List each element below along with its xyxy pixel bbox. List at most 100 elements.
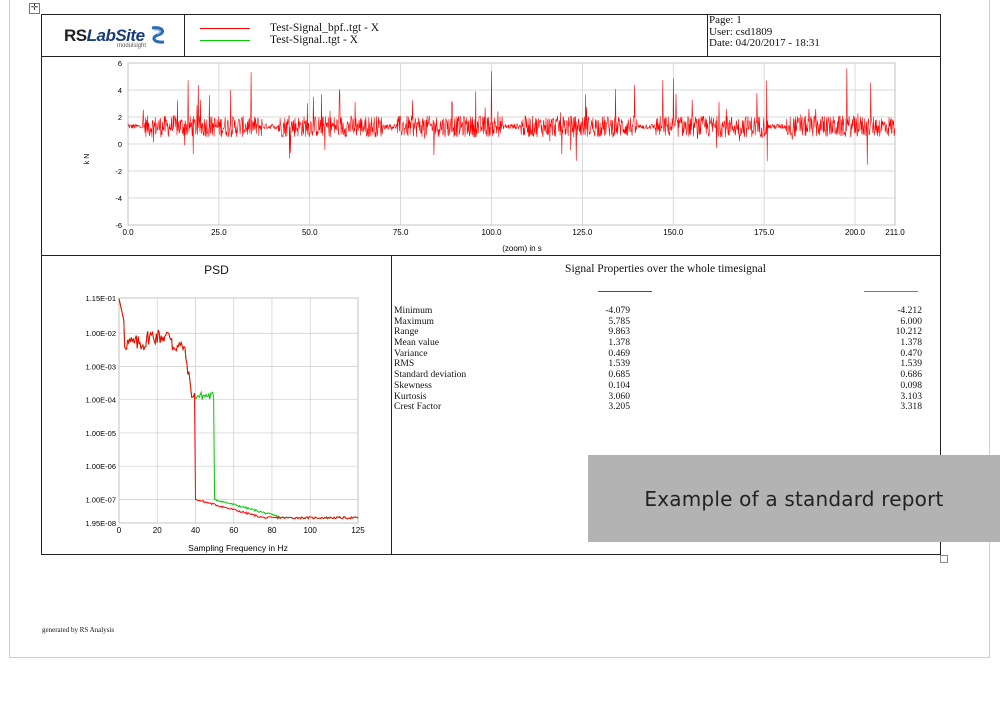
- property-value-green: 1.378: [900, 337, 922, 349]
- properties-legend-red: [598, 291, 652, 292]
- user-name: User: csd1809: [709, 25, 773, 38]
- x-tick-label: 0.0: [122, 228, 134, 237]
- signal-properties-panel: Signal Properties over the whole timesig…: [391, 255, 940, 554]
- property-label: Crest Factor: [394, 401, 442, 413]
- report-frame: RSLabSite modulsight Test-Signal_bpf..tg…: [41, 14, 941, 555]
- property-value-red: 1.539: [608, 358, 630, 370]
- property-value-green: 0.098: [900, 379, 922, 391]
- y-axis-label: k N: [84, 154, 91, 165]
- x-tick-label: 75.0: [393, 228, 409, 237]
- psd-y-tick-label: 1.15E-01: [86, 294, 116, 303]
- meta-cell: Page: 1 User: csd1809 Date: 04/20/2017 -…: [707, 15, 942, 56]
- property-value-green: 0.470: [900, 347, 922, 359]
- property-label: Maximum: [394, 315, 434, 327]
- report-header: RSLabSite modulsight Test-Signal_bpf..tg…: [42, 15, 940, 57]
- property-value-red: 3.205: [608, 401, 630, 413]
- psd-trace-red: [118, 298, 359, 520]
- psd-x-tick-label: 0: [117, 526, 122, 535]
- time-signal-chart: 6 4 2 0 -2 -4 -6 0.0 25.0 50.0 75.0 100.0 125.0 150.…: [42, 56, 940, 256]
- caption-text: Example of a standard report: [644, 486, 944, 511]
- report-page: [9, 0, 990, 658]
- psd-y-tick-label: 1.00E-02: [86, 329, 116, 338]
- properties-table: Minimum -4.079 -4.212 Maximum 5.785 6.000 Rang…: [394, 305, 922, 413]
- y-tick-label: 2: [118, 113, 122, 122]
- property-row: Variance 0.469 0.470: [394, 347, 922, 360]
- psd-y-tick-label: 1.00E-03: [86, 362, 116, 371]
- property-label: Mean value: [394, 337, 440, 349]
- psd-title: PSD: [204, 263, 229, 277]
- page-number: Page: 1: [709, 14, 742, 26]
- move-handle-icon[interactable]: ✛: [29, 3, 40, 14]
- psd-x-tick-label: 20: [153, 526, 162, 535]
- y-tick-label: 6: [118, 59, 122, 68]
- psd-x-tick-label: 80: [268, 526, 277, 535]
- psd-x-tick-label: 100: [304, 526, 318, 535]
- psd-panel: PSD 1.15E-01 1.00E-02 1.00E-03 1.00E-04 1.00…: [42, 255, 392, 554]
- x-tick-label: 50.0: [302, 228, 318, 237]
- resize-handle[interactable]: [940, 555, 948, 563]
- property-value-green: -4.212: [897, 305, 922, 316]
- legend-swatch-green: [200, 39, 250, 41]
- legend-entry-green: Test-Signal..tgt - X: [200, 33, 358, 47]
- x-axis-label: (zoom) in s: [502, 244, 542, 253]
- properties-legend-green: [864, 291, 918, 292]
- y-tick-label: -4: [115, 194, 122, 203]
- property-row: Kurtosis 3.060 3.103: [394, 390, 922, 403]
- property-value-green: 10.212: [895, 326, 922, 338]
- x-tick-label: 211.0: [885, 228, 905, 237]
- x-tick-label: 175.0: [754, 228, 775, 237]
- psd-y-tick-label: 1.00E-06: [86, 462, 116, 471]
- property-row: Minimum -4.079 -4.212: [394, 305, 922, 317]
- y-tick-label: 4: [118, 86, 122, 95]
- logo-subtitle: modulsight: [117, 43, 147, 49]
- property-value-green: 0.686: [900, 369, 922, 381]
- property-value-red: -4.079: [605, 305, 630, 316]
- psd-plot[interactable]: 1.15E-01 1.00E-02 1.00E-03 1.00E-04 1.00E-05…: [42, 255, 391, 554]
- property-value-red: 9.863: [608, 326, 630, 338]
- property-label: Minimum: [394, 305, 433, 316]
- x-tick-label: 200.0: [845, 228, 866, 237]
- logo-rs: RS: [64, 26, 87, 45]
- psd-y-tick-label: 1.00E-04: [86, 396, 116, 405]
- time-signal-plot[interactable]: 6 4 2 0 -2 -4 -6 0.0 25.0 50.0 75.0 100.0 125.0 150.…: [42, 56, 940, 255]
- x-tick-label: 150.0: [663, 228, 684, 237]
- property-value-green: 1.539: [900, 358, 922, 370]
- property-label: Kurtosis: [394, 390, 427, 402]
- report-date: Date: 04/20/2017 - 18:31: [709, 37, 820, 49]
- psd-x-axis-label: Sampling Frequency in Hz: [188, 543, 288, 553]
- property-row: Crest Factor 3.205 3.318: [394, 402, 922, 413]
- legend-label: Test-Signal..tgt - X: [270, 34, 358, 46]
- property-label: Standard deviation: [394, 369, 467, 381]
- y-tick-label: -2: [115, 167, 122, 176]
- psd-x-tick-label: 40: [191, 526, 200, 535]
- property-value-red: 0.685: [608, 369, 630, 381]
- x-tick-label: 125.0: [572, 228, 593, 237]
- property-row: Maximum 5.785 6.000: [394, 315, 922, 328]
- property-row: Standard deviation 0.685 0.686: [394, 370, 922, 381]
- property-value-green: 3.103: [900, 390, 922, 402]
- y-tick-label: -6: [115, 221, 122, 230]
- property-row: Mean value 1.378 1.378: [394, 338, 922, 349]
- swoosh-icon: [151, 26, 164, 44]
- psd-y-tick-label: 1.00E-07: [86, 495, 116, 504]
- property-label: Range: [394, 326, 419, 338]
- x-tick-label: 100.0: [481, 228, 502, 237]
- y-tick-label: 0: [118, 140, 122, 149]
- legend-cell: Test-Signal_bpf..tgt - X Test-Signal..tg…: [184, 15, 708, 56]
- properties-title: Signal Properties over the whole timesig…: [565, 263, 766, 275]
- legend-swatch-red: [200, 27, 250, 29]
- property-label: RMS: [394, 358, 415, 370]
- psd-x-tick-label: 125: [351, 526, 365, 535]
- property-value-red: 1.378: [608, 337, 630, 349]
- psd-y-tick-label: 1.00E-05: [86, 429, 116, 438]
- caption-overlay: Example of a standard report: [588, 455, 1000, 542]
- property-value-green: 6.000: [900, 315, 922, 327]
- logo-labsite: LabSite: [86, 26, 145, 45]
- legend-label: Test-Signal_bpf..tgt - X: [270, 22, 380, 34]
- property-value-red: 0.469: [608, 347, 630, 359]
- property-value-green: 3.318: [900, 401, 922, 413]
- legend-entry-red: Test-Signal_bpf..tgt - X: [200, 21, 379, 35]
- property-value-red: 3.060: [608, 390, 630, 402]
- psd-x-tick-label: 60: [229, 526, 238, 535]
- rslabsite-logo: RSLabSite: [64, 25, 167, 46]
